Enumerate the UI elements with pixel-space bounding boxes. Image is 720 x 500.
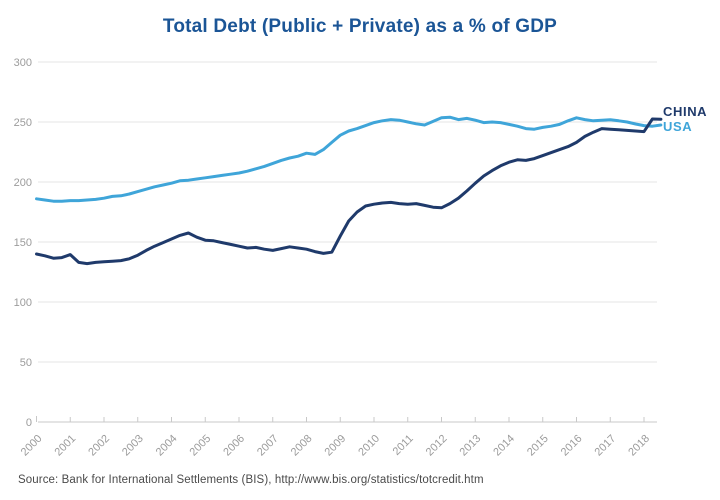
legend-label-china: CHINA [663,104,708,119]
y-tick-label-200: 200 [14,177,32,189]
usa-line [35,115,663,203]
x-tick-label-2012: 2012 [424,433,450,459]
y-tick-label-300: 300 [14,57,32,69]
x-axis-ticks [36,416,645,422]
y-tick-label-50: 50 [20,357,32,369]
x-tick-label-2008: 2008 [289,433,315,459]
y-tick-label-100: 100 [14,297,32,309]
x-tick-label-2007: 2007 [255,433,281,459]
x-tick-label-2014: 2014 [491,433,517,459]
x-axis-tick-labels: 2000 2001 2002 2003 2004 2005 2006 2007 2008 2009… [19,433,652,459]
y-axis-tick-labels: 0 50 100 150 200 250 300 [14,57,32,429]
gridlines [38,61,657,423]
china-line [35,117,663,266]
x-tick-label-2003: 2003 [120,433,146,459]
x-tick-label-2000: 2000 [19,433,45,459]
y-tick-label-150: 150 [14,237,32,249]
x-tick-label-2015: 2015 [525,433,551,459]
x-tick-label-2017: 2017 [593,433,619,459]
source-citation: Source: Bank for International Settlemen… [18,474,484,486]
x-tick-label-2010: 2010 [356,433,382,459]
x-tick-label-2013: 2013 [458,433,484,459]
x-tick-label-2011: 2011 [391,433,416,458]
x-tick-label-2006: 2006 [221,433,247,459]
x-tick-label-2004: 2004 [154,433,180,459]
x-tick-label-2005: 2005 [188,433,214,459]
legend-label-usa: USA [663,119,693,134]
x-tick-label-2002: 2002 [86,433,112,459]
x-tick-label-2016: 2016 [559,433,585,459]
y-tick-label-250: 250 [14,117,32,129]
x-tick-label-2009: 2009 [323,433,349,459]
x-tick-label-2001: 2001 [53,433,79,459]
x-tick-label-2018: 2018 [626,433,652,459]
y-tick-label-0: 0 [26,417,32,429]
chart-title: Total Debt (Public + Private) as a % of … [162,16,558,37]
